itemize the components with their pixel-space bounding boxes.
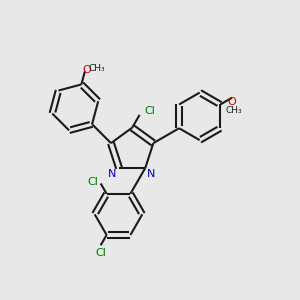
Text: Cl: Cl — [88, 177, 99, 187]
Text: Cl: Cl — [145, 106, 155, 116]
Text: Cl: Cl — [95, 248, 106, 258]
Text: N: N — [147, 169, 155, 179]
Text: N: N — [107, 169, 116, 179]
Text: O: O — [83, 65, 92, 75]
Text: O: O — [227, 97, 236, 107]
Text: CH₃: CH₃ — [88, 64, 105, 73]
Text: CH₃: CH₃ — [225, 106, 242, 115]
